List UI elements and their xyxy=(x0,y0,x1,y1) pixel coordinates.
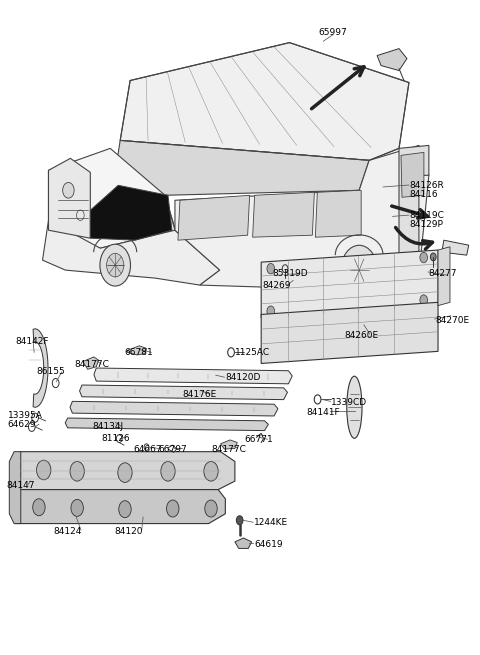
Polygon shape xyxy=(315,191,361,237)
Circle shape xyxy=(33,498,45,515)
Circle shape xyxy=(204,462,218,481)
Text: 84270E: 84270E xyxy=(436,316,470,326)
Text: 66771: 66771 xyxy=(244,436,273,445)
Polygon shape xyxy=(261,303,438,364)
Text: 84120: 84120 xyxy=(114,527,143,536)
Text: 84147: 84147 xyxy=(6,481,35,490)
Circle shape xyxy=(71,499,84,516)
Circle shape xyxy=(341,245,377,295)
Text: 1339CD: 1339CD xyxy=(331,398,367,407)
Polygon shape xyxy=(120,43,409,160)
Text: 66797: 66797 xyxy=(158,445,187,453)
Polygon shape xyxy=(442,240,468,255)
Text: 86155: 86155 xyxy=(36,367,65,377)
Text: 84260E: 84260E xyxy=(345,331,379,340)
Polygon shape xyxy=(83,357,99,369)
Polygon shape xyxy=(90,185,172,240)
Polygon shape xyxy=(43,220,220,285)
Circle shape xyxy=(70,462,84,481)
Polygon shape xyxy=(252,193,314,237)
Circle shape xyxy=(267,306,275,316)
Polygon shape xyxy=(80,385,288,400)
Text: 84177C: 84177C xyxy=(211,445,246,453)
Polygon shape xyxy=(261,250,438,318)
Circle shape xyxy=(349,257,369,283)
Circle shape xyxy=(420,252,428,263)
Text: 84124: 84124 xyxy=(53,527,82,536)
Circle shape xyxy=(431,253,436,261)
Text: 84119C: 84119C xyxy=(409,210,444,219)
Polygon shape xyxy=(70,402,278,416)
Text: 84134J: 84134J xyxy=(93,422,123,432)
Polygon shape xyxy=(175,145,429,290)
Circle shape xyxy=(107,253,124,277)
Text: 81126: 81126 xyxy=(101,434,130,443)
Polygon shape xyxy=(9,452,21,523)
Polygon shape xyxy=(33,329,48,407)
Polygon shape xyxy=(65,418,268,430)
Circle shape xyxy=(119,500,131,517)
Polygon shape xyxy=(235,538,252,548)
Polygon shape xyxy=(438,247,450,306)
Circle shape xyxy=(420,295,428,305)
Polygon shape xyxy=(178,195,250,240)
Polygon shape xyxy=(20,452,235,489)
Circle shape xyxy=(205,500,217,517)
Ellipse shape xyxy=(347,376,362,438)
Polygon shape xyxy=(220,440,237,449)
Text: 84116: 84116 xyxy=(409,190,438,198)
Polygon shape xyxy=(15,489,225,523)
Polygon shape xyxy=(115,140,369,195)
Circle shape xyxy=(100,244,131,286)
Text: 84129P: 84129P xyxy=(409,219,443,229)
Polygon shape xyxy=(56,170,175,228)
Text: 13395A: 13395A xyxy=(8,411,43,420)
Text: 84269: 84269 xyxy=(263,281,291,290)
Polygon shape xyxy=(399,145,429,280)
Text: 64619: 64619 xyxy=(254,540,283,549)
Circle shape xyxy=(161,462,175,481)
Circle shape xyxy=(63,183,74,198)
Circle shape xyxy=(36,460,51,480)
Text: 85319D: 85319D xyxy=(272,269,308,278)
Text: 84141F: 84141F xyxy=(307,408,340,417)
Text: 1244KE: 1244KE xyxy=(254,517,288,527)
Text: 1125AC: 1125AC xyxy=(235,348,270,357)
Text: 64629: 64629 xyxy=(8,420,36,429)
Text: 65997: 65997 xyxy=(319,28,347,37)
Text: 64667: 64667 xyxy=(133,445,162,453)
Text: 84142F: 84142F xyxy=(15,337,48,346)
Polygon shape xyxy=(94,368,292,384)
Polygon shape xyxy=(127,346,146,355)
Circle shape xyxy=(167,500,179,517)
Polygon shape xyxy=(48,149,175,248)
Text: 66781: 66781 xyxy=(124,348,153,357)
Circle shape xyxy=(267,263,275,274)
Text: 84176E: 84176E xyxy=(182,390,216,399)
Polygon shape xyxy=(48,159,90,238)
Text: 84177C: 84177C xyxy=(75,360,109,369)
Polygon shape xyxy=(377,48,407,71)
Text: 84126R: 84126R xyxy=(409,181,444,189)
Circle shape xyxy=(118,463,132,482)
Circle shape xyxy=(236,515,243,525)
Text: 84277: 84277 xyxy=(429,269,457,278)
Text: 84120D: 84120D xyxy=(225,373,261,382)
Polygon shape xyxy=(401,153,424,197)
